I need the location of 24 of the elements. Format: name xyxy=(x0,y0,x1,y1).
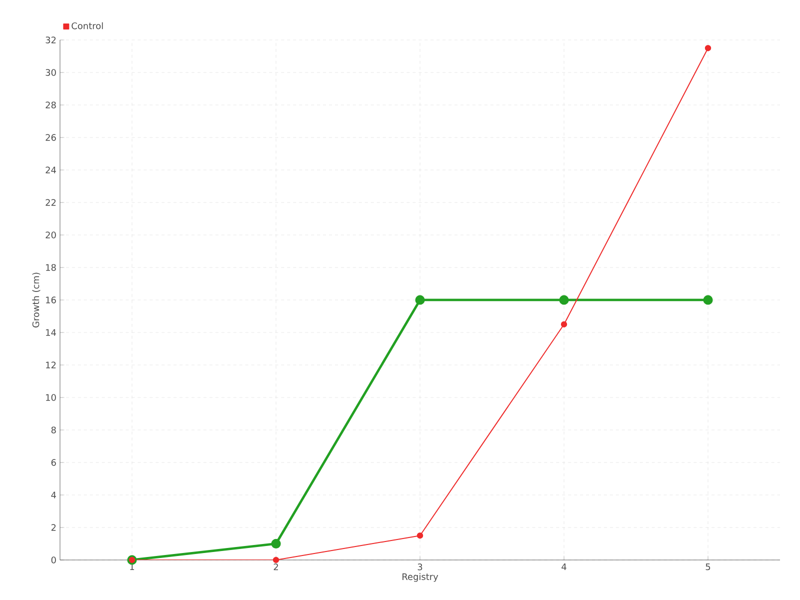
x-tick-label: 2 xyxy=(274,564,278,570)
x-tick-label: 4 xyxy=(562,564,566,570)
y-tick-label: 32 xyxy=(46,36,56,44)
x-tick-label: 3 xyxy=(418,564,422,570)
y-tick-label: 22 xyxy=(46,199,56,206)
y-tick-label: 28 xyxy=(46,102,56,108)
y-tick-label: 4 xyxy=(51,492,56,498)
x-axis-title: Registry xyxy=(402,573,438,582)
y-tick-label: 6 xyxy=(51,459,56,466)
y-tick-label: 12 xyxy=(46,362,56,368)
y-tick-label: 30 xyxy=(46,69,56,76)
y-tick-label: 2 xyxy=(51,524,56,531)
legend-label: Control xyxy=(72,22,103,30)
y-tick-label: 14 xyxy=(46,329,56,336)
y-tick-label: 0 xyxy=(51,556,56,564)
y-tick-label: 26 xyxy=(46,134,56,141)
y-tick-label: 8 xyxy=(51,426,56,434)
y-tick-label: 24 xyxy=(46,166,56,174)
x-tick-label: 5 xyxy=(706,564,710,570)
y-tick-label: 10 xyxy=(46,394,56,401)
y-axis-title: Growth (cm) xyxy=(32,272,40,328)
y-tick-label: 18 xyxy=(46,264,56,271)
y-tick-label: 20 xyxy=(46,232,56,238)
y-tick-label: 16 xyxy=(46,296,56,304)
